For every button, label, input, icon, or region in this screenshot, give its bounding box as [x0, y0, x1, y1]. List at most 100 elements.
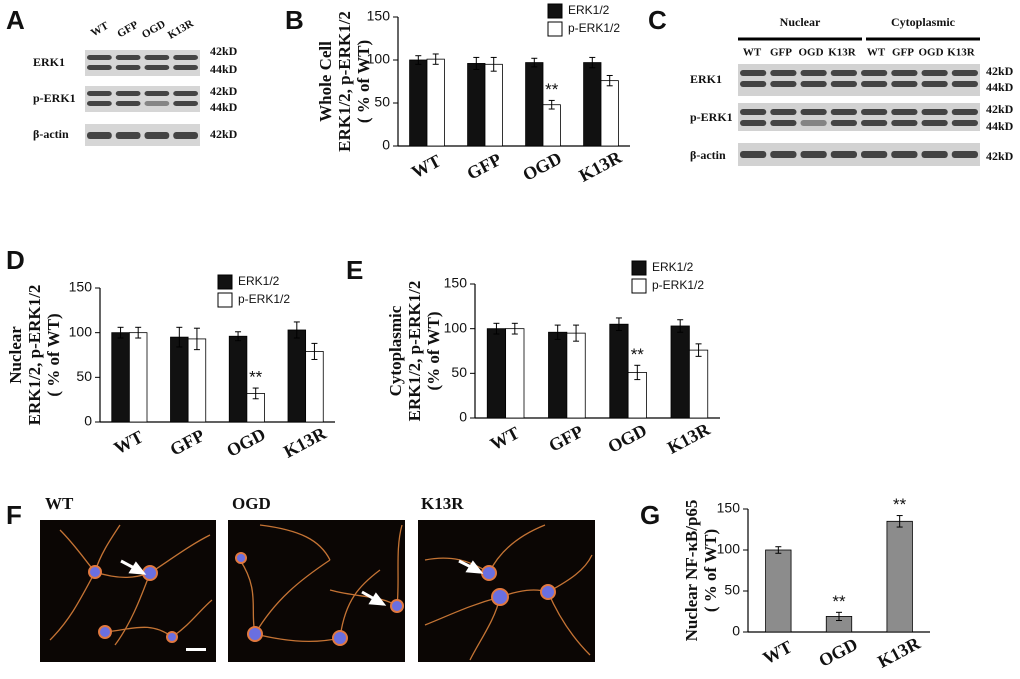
blot: [85, 124, 200, 146]
legend-label: p-ERK1/2: [652, 278, 704, 292]
y-tick-label: 50: [374, 94, 390, 110]
error-bar: [554, 324, 561, 340]
x-tick-label: OGD: [604, 420, 650, 457]
lane-label: OGD: [140, 18, 168, 41]
x-tick-label: K13R: [664, 418, 714, 457]
panel-label: B: [285, 5, 304, 35]
bar: [609, 323, 629, 419]
band: [800, 109, 827, 115]
band: [861, 109, 888, 115]
bar: [170, 336, 189, 423]
bar: [688, 349, 709, 419]
lane-label: OGD: [918, 47, 943, 59]
size-label: 42kD: [210, 44, 238, 58]
x-tick-label: GFP: [464, 149, 505, 184]
bar: [886, 520, 913, 633]
error-bar: [634, 364, 641, 381]
band: [861, 81, 888, 87]
band: [173, 132, 198, 139]
error-bar: [493, 322, 500, 335]
band: [861, 151, 888, 158]
band: [830, 151, 857, 158]
lane-label: WT: [743, 47, 762, 59]
error-bar: [531, 57, 538, 68]
size-label: 42kD: [210, 127, 238, 141]
micrograph-label: WT: [45, 494, 74, 513]
bar: [287, 329, 307, 423]
band: [740, 120, 767, 126]
error-bar: [573, 324, 580, 342]
bar: [305, 351, 324, 423]
micrograph-label: OGD: [232, 494, 271, 513]
band: [921, 120, 948, 126]
bar: [670, 325, 690, 419]
arrows: [120, 559, 484, 651]
band: [144, 91, 170, 96]
size-label: 44kD: [986, 119, 1014, 133]
y-tick-label: 100: [444, 319, 468, 335]
size-label: 42kD: [986, 64, 1014, 78]
error-bar: [235, 331, 242, 342]
y-tick-label: 100: [367, 51, 391, 67]
lane-label: K13R: [947, 47, 976, 59]
legend-swatch: [217, 292, 233, 308]
y-tick-label: 150: [367, 8, 391, 24]
x-tick-label: WT: [408, 150, 444, 182]
panel-label: E: [346, 255, 363, 285]
band: [861, 70, 888, 76]
error-bar: [548, 99, 555, 110]
error-bar: [775, 546, 782, 554]
legend-swatch: [547, 21, 563, 37]
bar: [426, 58, 445, 147]
band: [951, 151, 978, 158]
size-label: 42kD: [986, 149, 1014, 163]
lane-label: GFP: [770, 47, 792, 59]
group-label: Nuclear: [780, 15, 821, 29]
band: [921, 70, 948, 76]
band: [770, 151, 797, 158]
panel-label: G: [640, 500, 660, 530]
micrograph-images: [40, 520, 595, 662]
panel-label: D: [6, 245, 25, 275]
band: [144, 65, 170, 70]
chart: 0 50 100 150 WT GFP OGD K13R ** ERK1/2 p-ERK1/2 Nuc…: [6, 274, 335, 462]
band: [891, 151, 918, 158]
error-bar: [695, 343, 702, 357]
band: [951, 70, 978, 76]
error-bar: [896, 515, 903, 528]
x-tick-label: OGD: [519, 148, 565, 185]
band: [800, 70, 827, 76]
band: [830, 70, 857, 76]
size-label: 42kD: [210, 84, 238, 98]
bar: [228, 335, 248, 423]
legend-label: p-ERK1/2: [238, 292, 290, 306]
band: [144, 55, 170, 60]
row-label: β-actin: [690, 148, 726, 162]
y-axis-label: Nuclear NF-κB/p65: [682, 500, 701, 642]
annotation: **: [545, 80, 559, 99]
band: [173, 65, 198, 70]
scale-bar: [186, 648, 206, 651]
band: [173, 101, 198, 106]
band: [115, 55, 141, 60]
error-bar: [432, 53, 439, 65]
band: [830, 109, 857, 115]
band: [830, 120, 857, 126]
panel-label: C: [648, 5, 667, 35]
x-tick-label: GFP: [167, 425, 208, 460]
y-axis-label: ERK1/2, p-ERK1/2: [25, 285, 44, 426]
bar: [548, 331, 568, 419]
error-bar: [252, 387, 259, 400]
x-tick-label: K13R: [280, 422, 330, 461]
bar: [128, 332, 148, 423]
bar: [409, 59, 428, 147]
x-tick-label: GFP: [545, 421, 586, 456]
band: [115, 91, 141, 96]
y-tick-label: 150: [69, 279, 93, 295]
error-bar: [311, 342, 318, 360]
y-axis-label: Cytoplasmic: [386, 305, 405, 396]
band: [800, 120, 827, 126]
y-tick-label: 50: [451, 364, 467, 380]
nuclei: [88, 552, 556, 646]
